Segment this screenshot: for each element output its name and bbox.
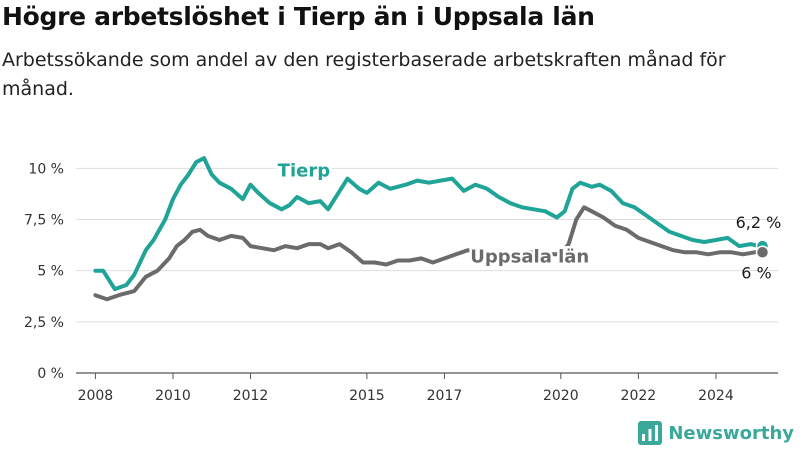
series-line-tierp bbox=[93, 156, 765, 292]
x-tick-label: 2015 bbox=[349, 388, 385, 404]
x-axis: 2008 2010 2012 2015 2017 2020 2022 2024 bbox=[76, 372, 778, 404]
x-tick-label: 2010 bbox=[155, 388, 191, 404]
end-value-label-tierp: 6,2 % bbox=[736, 213, 782, 232]
series-label-tierp: Tierp bbox=[278, 161, 331, 182]
series-labels: Tierp Uppsala län 6,2 % 6 % bbox=[275, 158, 782, 282]
grid-lines: 0 % 2,5 % 5 % 7,5 % 10 % bbox=[24, 161, 778, 382]
y-tick-label: 7,5 % bbox=[24, 213, 64, 229]
x-tick-label: 2017 bbox=[427, 388, 463, 404]
series-line-uppsala-l-n bbox=[93, 205, 765, 302]
y-tick-label: 5 % bbox=[37, 264, 64, 280]
y-tick-label: 10 % bbox=[28, 161, 64, 177]
y-tick-label: 0 % bbox=[37, 366, 64, 382]
x-tick-label: 2024 bbox=[698, 388, 734, 404]
y-tick-label: 2,5 % bbox=[24, 315, 64, 331]
chart-subtitle: Arbetssökande som andel av den registerb… bbox=[2, 49, 726, 100]
newsworthy-brand[interactable]: Newsworthy bbox=[638, 420, 794, 446]
x-tick-label: 2008 bbox=[78, 388, 114, 404]
x-tick-label: 2012 bbox=[233, 388, 269, 404]
x-tick-label: 2020 bbox=[543, 388, 579, 404]
bar-chart-logo-icon bbox=[638, 421, 663, 445]
end-point-uppsala-l-n bbox=[755, 245, 770, 260]
end-value-label-uppsala-lan: 6 % bbox=[741, 263, 771, 282]
series-label-uppsala-lan: Uppsala län bbox=[470, 247, 589, 268]
series-lines bbox=[93, 156, 765, 302]
x-tick-label: 2022 bbox=[621, 388, 657, 404]
chart-title: Högre arbetslöshet i Tierp än i Uppsala … bbox=[2, 2, 595, 31]
brand-name: Newsworthy bbox=[668, 422, 794, 444]
